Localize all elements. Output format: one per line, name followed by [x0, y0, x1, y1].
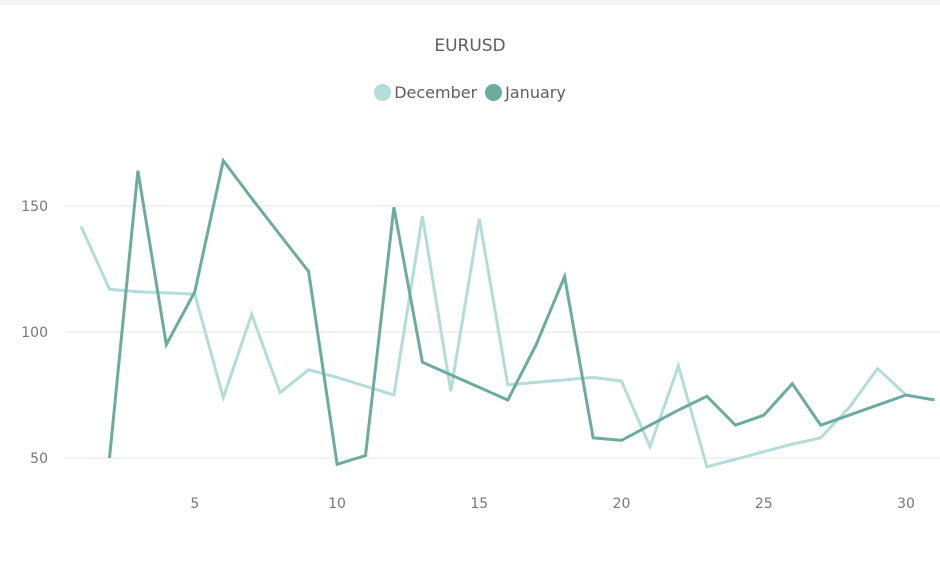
x-tick-label: 30: [897, 496, 915, 512]
series-line-january[interactable]: [108, 157, 935, 467]
x-tick-label: 10: [328, 496, 346, 512]
y-tick-label: 150: [21, 199, 48, 215]
legend-label: January: [505, 83, 566, 102]
chart-legend: December January: [0, 83, 940, 102]
legend-label: December: [394, 83, 478, 102]
legend-item-january[interactable]: January: [485, 83, 566, 102]
x-tick-label: 15: [470, 496, 488, 512]
y-axis: 50 100 150: [21, 199, 48, 467]
x-tick-label: 20: [613, 496, 631, 512]
y-tick-label: 50: [30, 451, 48, 467]
series-line-december[interactable]: [79, 215, 908, 469]
y-tick-label: 100: [21, 325, 48, 341]
x-axis: 5 10 15 20 25 30: [190, 496, 915, 512]
x-tick-label: 25: [755, 496, 773, 512]
chart-title: EURUSD: [434, 36, 506, 56]
top-strip: [0, 0, 940, 5]
x-tick-label: 5: [190, 496, 199, 512]
series-lines: [79, 157, 935, 469]
legend-dot-icon: [374, 84, 392, 101]
gridlines: [65, 205, 940, 459]
legend-item-december[interactable]: December: [374, 83, 477, 102]
legend-dot-icon: [485, 84, 503, 101]
